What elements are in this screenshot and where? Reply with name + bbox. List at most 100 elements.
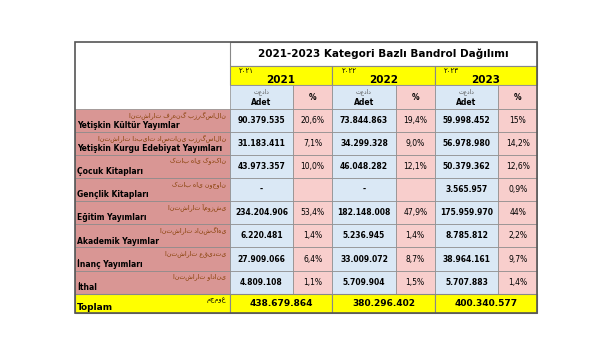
FancyBboxPatch shape xyxy=(435,86,498,109)
Text: 44%: 44% xyxy=(509,208,526,218)
Text: 0,9%: 0,9% xyxy=(508,185,527,194)
Text: 6.220.481: 6.220.481 xyxy=(240,232,283,240)
Text: ۲۰۲۳: ۲۰۲۳ xyxy=(444,68,459,74)
FancyBboxPatch shape xyxy=(332,247,396,271)
Text: 1,4%: 1,4% xyxy=(303,232,322,240)
FancyBboxPatch shape xyxy=(293,271,332,294)
FancyBboxPatch shape xyxy=(332,225,396,247)
FancyBboxPatch shape xyxy=(498,86,537,109)
Text: 3.565.957: 3.565.957 xyxy=(445,185,488,194)
Text: 5.707.883: 5.707.883 xyxy=(445,278,488,287)
Text: 5.709.904: 5.709.904 xyxy=(343,278,385,287)
FancyBboxPatch shape xyxy=(435,132,498,155)
FancyBboxPatch shape xyxy=(293,155,332,178)
Text: İnanç Yayımları: İnanç Yayımları xyxy=(77,259,143,269)
Text: 33.009.072: 33.009.072 xyxy=(340,254,388,264)
FancyBboxPatch shape xyxy=(396,225,435,247)
FancyBboxPatch shape xyxy=(498,178,537,201)
Text: 5.236.945: 5.236.945 xyxy=(343,232,385,240)
FancyBboxPatch shape xyxy=(230,86,293,109)
FancyBboxPatch shape xyxy=(75,247,230,271)
FancyBboxPatch shape xyxy=(230,178,293,201)
FancyBboxPatch shape xyxy=(332,109,396,132)
FancyBboxPatch shape xyxy=(498,109,537,132)
FancyBboxPatch shape xyxy=(498,247,537,271)
FancyBboxPatch shape xyxy=(332,271,396,294)
Text: Eğitim Yayımları: Eğitim Yayımları xyxy=(77,213,146,222)
Text: 90.379.535: 90.379.535 xyxy=(238,116,285,125)
FancyBboxPatch shape xyxy=(75,155,230,178)
Text: 50.379.362: 50.379.362 xyxy=(442,162,490,171)
Text: 1,5%: 1,5% xyxy=(406,278,425,287)
Text: تعداد: تعداد xyxy=(254,89,269,95)
Text: 175.959.970: 175.959.970 xyxy=(440,208,493,218)
Text: %: % xyxy=(514,93,522,102)
FancyBboxPatch shape xyxy=(75,109,230,132)
FancyBboxPatch shape xyxy=(435,178,498,201)
Text: 4.809.108: 4.809.108 xyxy=(240,278,283,287)
Text: 8,7%: 8,7% xyxy=(406,254,425,264)
FancyBboxPatch shape xyxy=(75,271,230,294)
FancyBboxPatch shape xyxy=(396,178,435,201)
FancyBboxPatch shape xyxy=(293,178,332,201)
FancyBboxPatch shape xyxy=(332,155,396,178)
FancyBboxPatch shape xyxy=(435,294,537,313)
Text: 53,4%: 53,4% xyxy=(301,208,325,218)
Text: 14,2%: 14,2% xyxy=(506,139,530,148)
FancyBboxPatch shape xyxy=(396,132,435,155)
FancyBboxPatch shape xyxy=(332,66,435,86)
Text: 1,1%: 1,1% xyxy=(303,278,322,287)
FancyBboxPatch shape xyxy=(396,109,435,132)
FancyBboxPatch shape xyxy=(332,294,435,313)
Text: کتاب های نوجوان: کتاب های نوجوان xyxy=(172,181,226,188)
Text: 1,4%: 1,4% xyxy=(508,278,527,287)
Text: 2022: 2022 xyxy=(369,75,398,84)
Text: 234.204.906: 234.204.906 xyxy=(235,208,288,218)
FancyBboxPatch shape xyxy=(230,271,293,294)
Text: 27.909.066: 27.909.066 xyxy=(238,254,285,264)
Text: 9,7%: 9,7% xyxy=(508,254,527,264)
Text: 6,4%: 6,4% xyxy=(303,254,322,264)
Text: 38.964.161: 38.964.161 xyxy=(442,254,491,264)
Text: 9,0%: 9,0% xyxy=(405,139,425,148)
FancyBboxPatch shape xyxy=(332,201,396,225)
FancyBboxPatch shape xyxy=(293,132,332,155)
Text: انتشارات دانشگاهی: انتشارات دانشگاهی xyxy=(159,226,226,234)
FancyBboxPatch shape xyxy=(230,66,332,86)
Text: تعداد: تعداد xyxy=(356,89,372,95)
Text: انتشارات عقیدتی: انتشارات عقیدتی xyxy=(165,250,226,257)
Text: 20,6%: 20,6% xyxy=(301,116,325,125)
Text: Toplam: Toplam xyxy=(77,303,113,312)
Text: 12,1%: 12,1% xyxy=(404,162,427,171)
FancyBboxPatch shape xyxy=(230,201,293,225)
FancyBboxPatch shape xyxy=(230,247,293,271)
Text: 43.973.357: 43.973.357 xyxy=(238,162,285,171)
Text: 2021-2023 Kategori Bazlı Bandrol Dağılımı: 2021-2023 Kategori Bazlı Bandrol Dağılım… xyxy=(258,49,509,59)
Text: 8.785.812: 8.785.812 xyxy=(445,232,488,240)
FancyBboxPatch shape xyxy=(293,86,332,109)
FancyBboxPatch shape xyxy=(230,155,293,178)
Text: 15%: 15% xyxy=(509,116,526,125)
Text: 2023: 2023 xyxy=(472,75,500,84)
FancyBboxPatch shape xyxy=(230,132,293,155)
Text: انتشارات وادانی: انتشارات وادانی xyxy=(173,273,226,280)
Text: Gençlik Kitapları: Gençlik Kitapları xyxy=(77,190,149,199)
FancyBboxPatch shape xyxy=(396,271,435,294)
Text: 34.299.328: 34.299.328 xyxy=(340,139,388,148)
Text: %: % xyxy=(309,93,316,102)
FancyBboxPatch shape xyxy=(396,201,435,225)
Text: 2021: 2021 xyxy=(266,75,296,84)
Text: Akademik Yayımlar: Akademik Yayımlar xyxy=(77,237,159,246)
Text: Adet: Adet xyxy=(457,98,476,107)
FancyBboxPatch shape xyxy=(435,109,498,132)
Text: Adet: Adet xyxy=(251,98,272,107)
FancyBboxPatch shape xyxy=(435,66,537,86)
FancyBboxPatch shape xyxy=(332,86,396,109)
FancyBboxPatch shape xyxy=(396,155,435,178)
FancyBboxPatch shape xyxy=(435,201,498,225)
Text: تعداد: تعداد xyxy=(458,89,475,95)
Text: انتشارات ادبیات داستانی بزرگسالان: انتشارات ادبیات داستانی بزرگسالان xyxy=(98,134,226,142)
Text: 400.340.577: 400.340.577 xyxy=(454,299,518,308)
Text: Yetişkin Kültür Yayımlar: Yetişkin Kültür Yayımlar xyxy=(77,121,180,130)
FancyBboxPatch shape xyxy=(230,109,293,132)
